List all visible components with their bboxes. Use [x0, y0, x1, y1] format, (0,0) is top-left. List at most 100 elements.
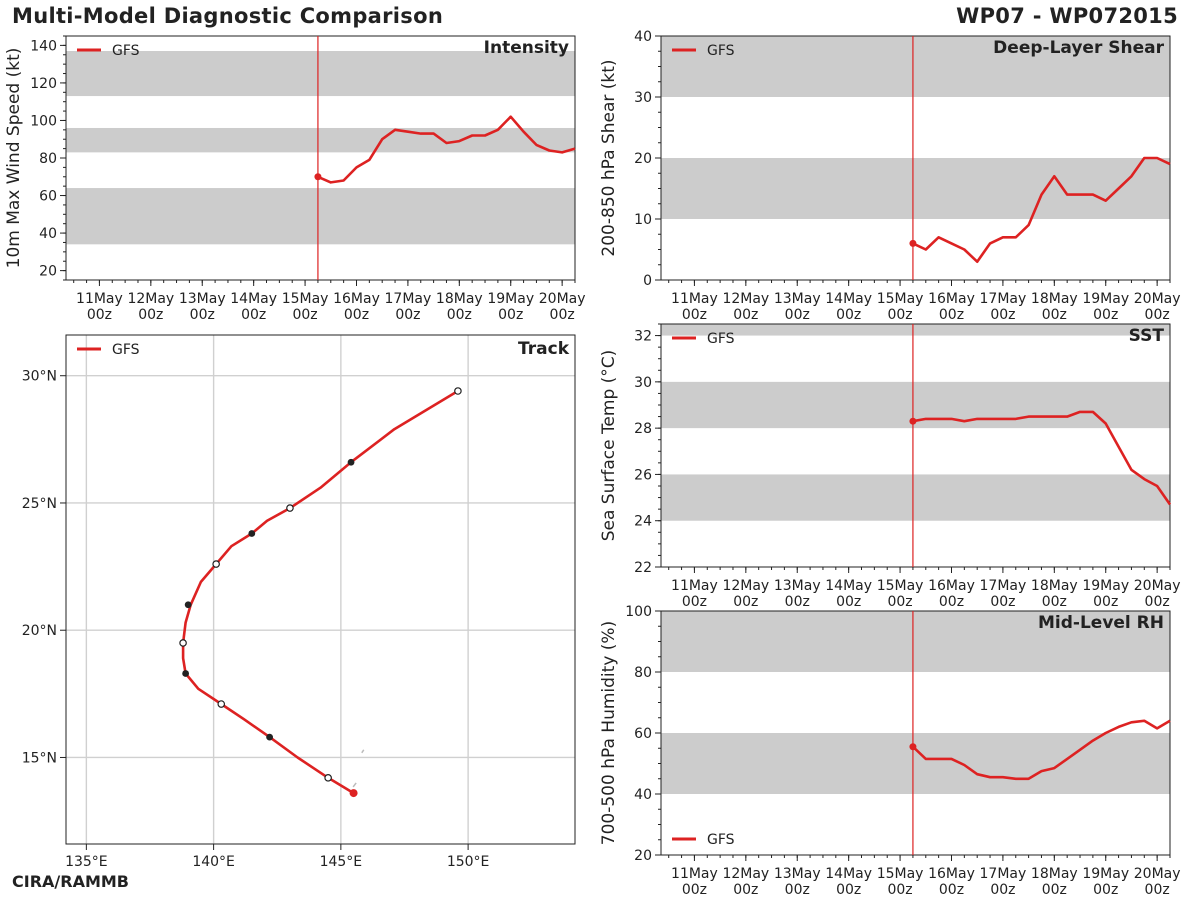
track-marker-12z: [286, 504, 294, 512]
shear-xtick-label: 12May: [722, 291, 769, 307]
sst-xtick-label: 17May: [980, 578, 1027, 594]
intensity-xtick-label: 20May: [539, 291, 586, 307]
sst-xtick-label: 00z: [939, 594, 964, 610]
track-initial-position: [349, 789, 358, 798]
sst-initial-point: [909, 417, 917, 425]
intensity-band: [66, 51, 575, 97]
sst-xtick-label: 20May: [1134, 578, 1181, 594]
rh-band: [661, 611, 1170, 672]
page-title: Multi-Model Diagnostic Comparison: [12, 4, 444, 28]
rh-xtick-label: 12May: [722, 866, 769, 882]
intensity-ytick-label: 20: [39, 264, 57, 280]
track-xtick-label: 150°E: [447, 854, 490, 870]
shear-ylabel: 200-850 hPa Shear (kt): [599, 59, 619, 256]
intensity-chart: 2040608010012014011May00z12May00z13May00…: [4, 35, 586, 323]
sst-xtick-label: 14May: [825, 578, 872, 594]
sst-xtick-label: 00z: [990, 594, 1015, 610]
track-background: [66, 335, 575, 844]
track-ytick-label: 20°N: [22, 623, 57, 639]
rh-title: Mid-Level RH: [1038, 613, 1164, 633]
shear-xtick-label: 00z: [836, 307, 861, 323]
sst-ytick-label: 28: [634, 421, 652, 437]
track-marker-00z: [266, 733, 273, 741]
intensity-xtick-label: 00z: [395, 307, 420, 323]
intensity-xtick-label: 14May: [230, 291, 277, 307]
rh-ylabel: 700-500 hPa Humidity (%): [599, 621, 619, 845]
shear-series-gfs: [912, 156, 1171, 264]
shear-xtick-label: 00z: [887, 307, 912, 323]
intensity-ytick-label: 100: [30, 113, 57, 129]
shear-xtick-label: 16May: [928, 291, 975, 307]
intensity-xtick-label: 00z: [498, 307, 523, 323]
sst-xtick-label: 00z: [1093, 594, 1118, 610]
rh-band: [661, 733, 1170, 794]
rh-initial-point: [909, 743, 917, 751]
shear-xtick-label: 14May: [825, 291, 872, 307]
rh-xtick-label: 00z: [1145, 882, 1170, 898]
sst-band: [661, 324, 1170, 336]
sst-frame: [660, 323, 1171, 568]
intensity-xtick-label: 13May: [179, 291, 226, 307]
shear-ytick-label: 20: [634, 151, 652, 167]
intensity-xtick-label: 00z: [344, 307, 369, 323]
track-ytick-label: 30°N: [22, 369, 57, 385]
rh-xtick-label: 15May: [877, 866, 924, 882]
shear-legend-label: GFS: [707, 43, 735, 59]
sst-title: SST: [1129, 326, 1165, 346]
rh-xtick-label: 19May: [1082, 866, 1129, 882]
rh-ytick-label: 20: [634, 848, 652, 864]
intensity-xtick-label: 18May: [436, 291, 483, 307]
track-xtick-label: 145°E: [320, 854, 363, 870]
shear-xtick-label: 00z: [1093, 307, 1118, 323]
track-marker-12z: [217, 700, 226, 708]
sst-xtick-label: 00z: [887, 594, 912, 610]
track-ytick-label: 15°N: [22, 750, 57, 766]
intensity-series-gfs: [317, 115, 576, 184]
shear-band: [661, 158, 1170, 219]
sst-xtick-label: 15May: [877, 578, 924, 594]
sst-legend-label: GFS: [707, 331, 735, 347]
track-marker-12z: [324, 774, 332, 782]
storm-id: WP07 - WP072015: [956, 4, 1178, 28]
sst-xtick-label: 13May: [774, 578, 821, 594]
rh-xtick-label: 14May: [825, 866, 872, 882]
sst-xtick-label: 00z: [1145, 594, 1170, 610]
shear-xtick-label: 19May: [1082, 291, 1129, 307]
sst-xtick-label: 00z: [682, 594, 707, 610]
sst-xtick-label: 18May: [1031, 578, 1078, 594]
sst-chart: 22242628303211May00z12May00z13May00z14Ma…: [599, 323, 1181, 610]
intensity-xtick-label: 16May: [333, 291, 380, 307]
rh-ytick-label: 40: [634, 787, 652, 803]
track-ytick-label: 25°N: [22, 496, 57, 512]
sst-xtick-label: 11May: [671, 578, 718, 594]
rh-chart: 2040608010011May00z12May00z13May00z14May…: [599, 604, 1181, 898]
footer-credit: CIRA/RAMMB: [12, 872, 129, 891]
track-legend-label: GFS: [112, 342, 140, 358]
rh-xtick-label: 18May: [1031, 866, 1078, 882]
shear-ytick-label: 0: [643, 273, 652, 289]
shear-xtick-label: 00z: [1145, 307, 1170, 323]
intensity-band: [66, 127, 575, 153]
rh-xtick-label: 16May: [928, 866, 975, 882]
rh-xtick-label: 00z: [990, 882, 1015, 898]
rh-xtick-label: 00z: [939, 882, 964, 898]
intensity-initial-point: [314, 173, 322, 181]
intensity-xtick-label: 11May: [76, 291, 123, 307]
intensity-legend-label: GFS: [112, 43, 140, 59]
intensity-band: [66, 188, 575, 245]
sst-xtick-label: 12May: [722, 578, 769, 594]
shear-ytick-label: 30: [634, 90, 652, 106]
shear-xtick-label: 18May: [1031, 291, 1078, 307]
sst-band: [661, 474, 1170, 521]
intensity-title: Intensity: [484, 38, 569, 58]
track-marker-12z: [454, 387, 462, 395]
intensity-xtick-label: 00z: [550, 307, 575, 323]
rh-xtick-label: 11May: [671, 866, 718, 882]
shear-xtick-label: 00z: [682, 307, 707, 323]
sst-xtick-label: 00z: [836, 594, 861, 610]
rh-xtick-label: 00z: [887, 882, 912, 898]
rh-xtick-label: 20May: [1134, 866, 1181, 882]
sst-ytick-label: 22: [634, 560, 652, 576]
rh-ytick-label: 100: [625, 604, 652, 620]
shear-xtick-label: 20May: [1134, 291, 1181, 307]
